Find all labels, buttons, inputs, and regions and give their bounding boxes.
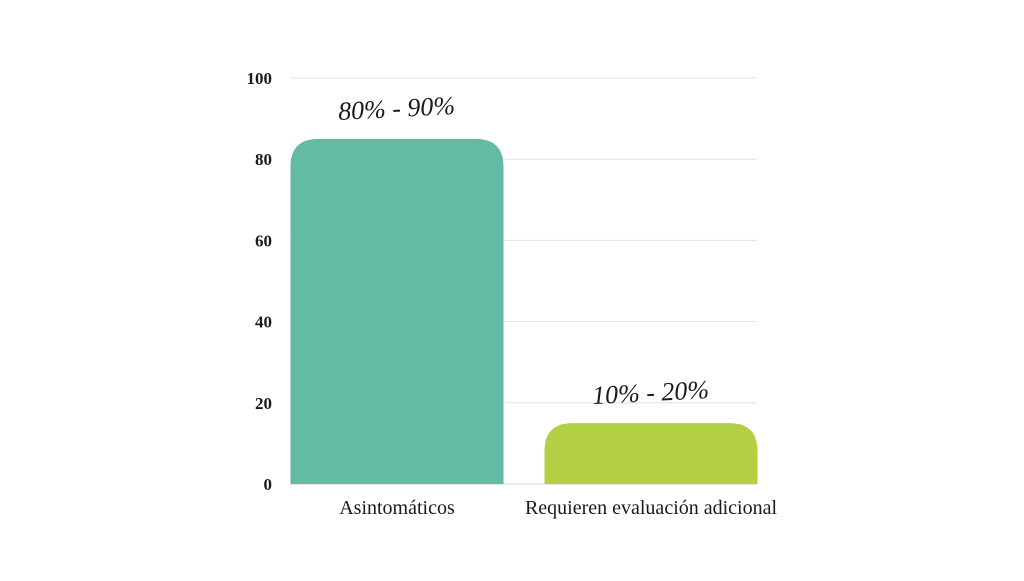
y-tick-label: 0: [264, 475, 273, 494]
x-axis: Asintomáticos Requieren evaluación adicio…: [339, 497, 777, 519]
y-tick-label: 100: [247, 69, 273, 88]
x-category-label: Asintomáticos: [339, 497, 455, 519]
bar-asintomaticos: [290, 138, 504, 484]
bar-value-label: 10% - 20%: [591, 375, 709, 410]
bars: [290, 138, 758, 484]
y-axis: 0 20 40 60 80 100: [247, 69, 273, 494]
y-tick-label: 40: [255, 313, 272, 332]
x-category-label: Requieren evaluación adicional: [525, 497, 778, 519]
y-tick-label: 60: [255, 231, 272, 250]
bar-evaluacion-adicional: [544, 423, 758, 484]
data-labels: 80% - 90% 10% - 20%: [337, 91, 709, 410]
y-tick-label: 20: [255, 394, 272, 413]
y-tick-label: 80: [255, 150, 272, 169]
bar-value-label: 80% - 90%: [337, 91, 455, 126]
